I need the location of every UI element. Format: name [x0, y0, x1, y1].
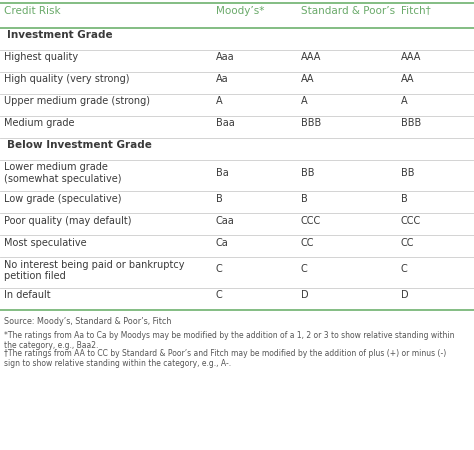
Text: No interest being paid or bankruptcy
petition filed: No interest being paid or bankruptcy pet… [4, 260, 184, 281]
Text: Investment Grade: Investment Grade [7, 31, 112, 40]
Text: Baa: Baa [216, 118, 235, 129]
Text: Fitch†: Fitch† [401, 5, 430, 15]
Text: C: C [301, 265, 308, 274]
Text: Low grade (speculative): Low grade (speculative) [4, 194, 121, 203]
Text: Upper medium grade (strong): Upper medium grade (strong) [4, 96, 150, 107]
Text: CCC: CCC [301, 216, 321, 225]
Text: CC: CC [401, 238, 414, 248]
Text: CCC: CCC [401, 216, 421, 225]
Text: Below Investment Grade: Below Investment Grade [7, 140, 152, 150]
Text: Medium grade: Medium grade [4, 118, 74, 129]
Text: B: B [401, 194, 407, 203]
Text: A: A [301, 96, 308, 107]
Text: A: A [401, 96, 407, 107]
Text: Ca: Ca [216, 238, 228, 248]
Text: Standard & Poor’s: Standard & Poor’s [301, 5, 395, 15]
Text: Aaa: Aaa [216, 53, 234, 63]
Text: †The ratings from AA to CC by Standard & Poor’s and Fitch may be modified by the: †The ratings from AA to CC by Standard &… [4, 348, 446, 368]
Text: AAA: AAA [401, 53, 421, 63]
Text: Most speculative: Most speculative [4, 238, 86, 248]
Text: AA: AA [401, 75, 414, 85]
Text: Aa: Aa [216, 75, 228, 85]
Text: C: C [216, 265, 222, 274]
Text: BBB: BBB [301, 118, 321, 129]
Text: Moody’s*: Moody’s* [216, 5, 264, 15]
Text: Poor quality (may default): Poor quality (may default) [4, 216, 131, 225]
Text: In default: In default [4, 291, 50, 301]
Text: B: B [301, 194, 308, 203]
Text: D: D [401, 291, 408, 301]
Text: Highest quality: Highest quality [4, 53, 78, 63]
Text: AA: AA [301, 75, 314, 85]
Text: B: B [216, 194, 222, 203]
Text: BB: BB [401, 167, 414, 177]
Text: CC: CC [301, 238, 314, 248]
Text: AAA: AAA [301, 53, 321, 63]
Text: Caa: Caa [216, 216, 235, 225]
Text: C: C [401, 265, 407, 274]
Text: C: C [216, 291, 222, 301]
Text: Lower medium grade
(somewhat speculative): Lower medium grade (somewhat speculative… [4, 162, 121, 184]
Text: Credit Risk: Credit Risk [4, 5, 60, 15]
Text: High quality (very strong): High quality (very strong) [4, 75, 129, 85]
Text: BBB: BBB [401, 118, 421, 129]
Text: *The ratings from Aa to Ca by Moodys may be modified by the addition of a 1, 2 o: *The ratings from Aa to Ca by Moodys may… [4, 330, 454, 350]
Text: Ba: Ba [216, 167, 228, 177]
Text: BB: BB [301, 167, 314, 177]
Text: D: D [301, 291, 309, 301]
Text: Source: Moody’s, Standard & Poor’s, Fitch: Source: Moody’s, Standard & Poor’s, Fitc… [4, 316, 171, 325]
Text: A: A [216, 96, 222, 107]
